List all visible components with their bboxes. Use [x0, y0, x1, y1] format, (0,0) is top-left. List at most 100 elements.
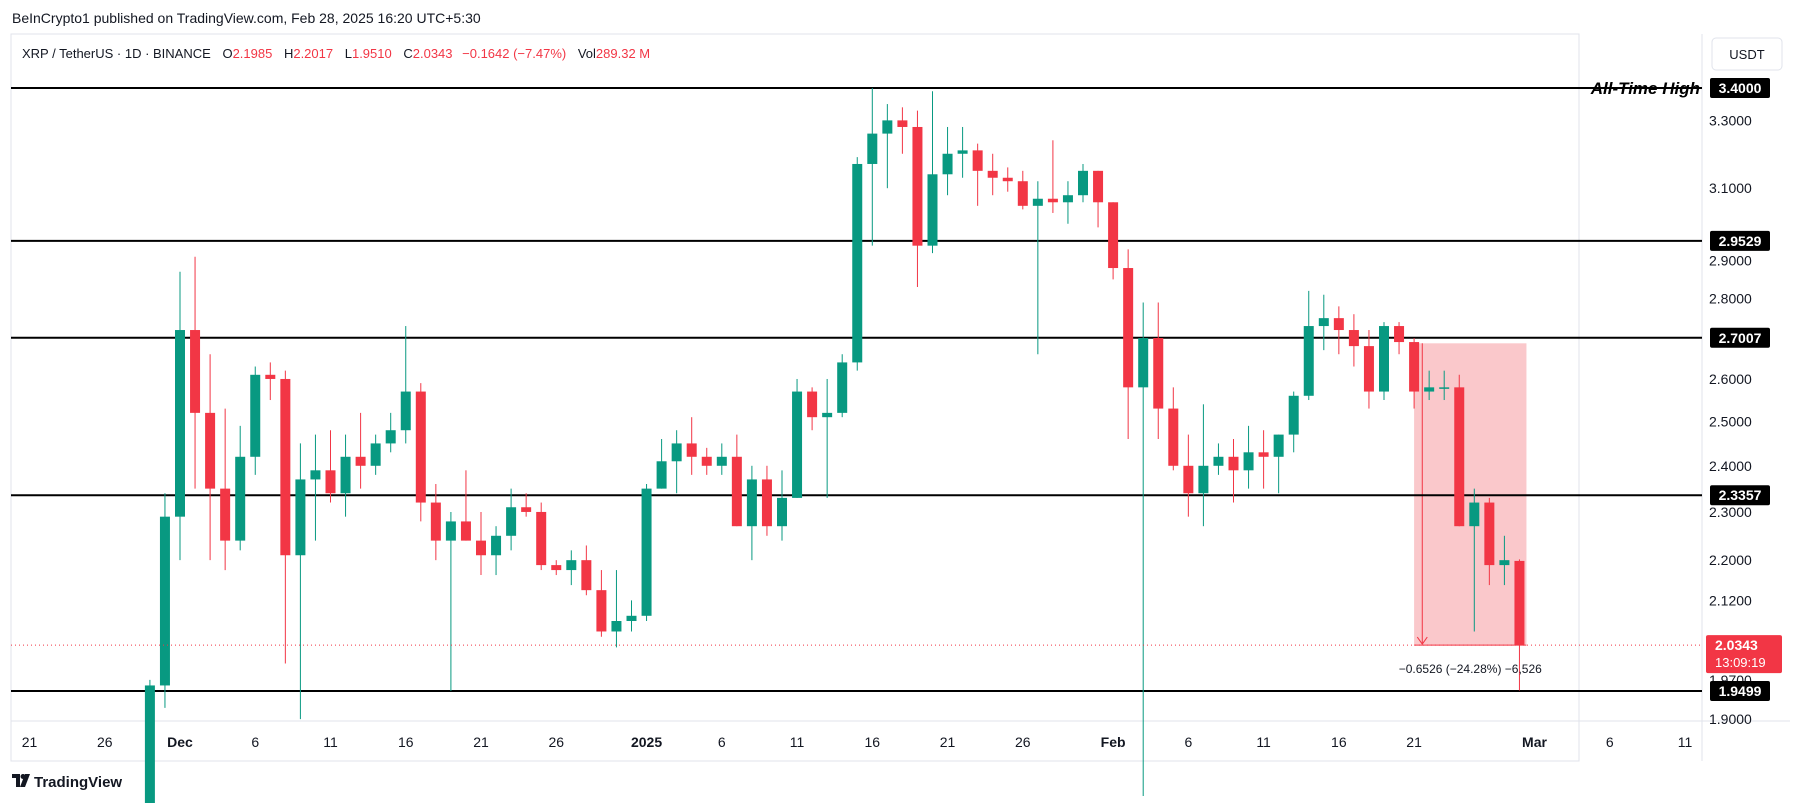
time-tick-label: 16 [1331, 734, 1347, 750]
candle-body [656, 461, 667, 489]
tradingview-logo-icon [12, 774, 30, 787]
candles [144, 88, 1525, 808]
candle-body [536, 511, 547, 566]
candle-body [1424, 387, 1435, 392]
candle-body [957, 150, 968, 154]
candle-body [430, 502, 441, 541]
candle-body [626, 615, 637, 621]
candle-body [1062, 195, 1073, 203]
candle-body [1198, 465, 1209, 494]
currency-button-label[interactable]: USDT [1729, 47, 1764, 62]
candle-body [175, 330, 185, 517]
measure-label: −0.6526 (−24.28%) −6,526 [1399, 662, 1542, 676]
publisher-line: BeInCrypto1 published on TradingView.com… [12, 10, 481, 26]
candle-body [1078, 170, 1088, 196]
candle-body [972, 150, 983, 171]
candle-body [822, 412, 833, 418]
time-tick-label: 6 [251, 734, 259, 750]
tradingview-logo[interactable]: TradingView [12, 774, 122, 791]
level-tag-bg [1710, 230, 1770, 251]
candle-body [491, 535, 502, 556]
candle-body [1108, 202, 1119, 269]
currency-button-bg[interactable] [1711, 37, 1783, 71]
candle-body [1454, 387, 1465, 527]
high-value: 2.2017 [293, 46, 333, 61]
high-label: H [284, 46, 293, 61]
candle-body [415, 391, 426, 503]
candle-body [761, 479, 772, 527]
candle-body [340, 456, 351, 494]
level-tags: 3.4000 2.9529 2.7007 2.3357 1.9499 [1710, 78, 1770, 702]
level-tag-value: 1.9499 [1719, 683, 1762, 699]
price-scale[interactable]: 1.90001.97002.12002.20002.30002.40002.50… [1709, 112, 1752, 727]
candle-body [1348, 330, 1359, 347]
close-value: 2.0343 [413, 46, 453, 61]
candle-body [927, 174, 938, 246]
candle-body [1303, 326, 1314, 396]
candle-body [144, 685, 155, 808]
time-tick-label: 6 [1184, 734, 1192, 750]
candle-body [1409, 342, 1420, 392]
candle-body [1183, 465, 1194, 494]
measure-box[interactable] [1414, 343, 1527, 646]
price-tick-label: 2.1200 [1709, 592, 1752, 608]
candle-body [1499, 560, 1510, 566]
level-tag-bg [1710, 485, 1770, 506]
candle-body [295, 479, 306, 556]
candle-body [1484, 502, 1495, 566]
candle-body [807, 391, 818, 418]
candle-body [1439, 387, 1450, 389]
time-tick-label: Dec [167, 734, 193, 750]
open-value: 2.1985 [233, 46, 273, 61]
time-tick-label: 6 [1606, 734, 1614, 750]
currency-button[interactable]: USDT [1711, 37, 1783, 71]
open-label: O [222, 46, 232, 61]
candle-body [476, 540, 486, 556]
candle-body [731, 456, 742, 527]
price-tick-label: 2.2000 [1709, 552, 1752, 568]
candle-body [1333, 318, 1344, 331]
price-tick-label: 2.8000 [1709, 291, 1752, 307]
candle-body [400, 391, 411, 431]
candle-body [882, 120, 893, 134]
symbol-name: XRP / TetherUS · 1D · BINANCE [22, 46, 211, 61]
time-tick-label: Mar [1522, 734, 1547, 750]
candle-body [1168, 408, 1179, 466]
candle-body [1258, 452, 1269, 457]
time-tick-label: 21 [1406, 734, 1422, 750]
candle-body [250, 374, 261, 457]
candle-body [1093, 170, 1104, 203]
candle-body [355, 456, 366, 466]
time-scale[interactable]: 21 26 Dec 6 11 16 21 26 2025 6 11 16 21 26 Feb 6 11 16 21 M… [22, 734, 1693, 750]
price-tick-label: 2.5000 [1709, 414, 1752, 430]
candle-body [1243, 452, 1254, 471]
candle-body [746, 479, 757, 527]
candle-body [190, 330, 201, 413]
level-tag-value: 2.7007 [1719, 330, 1762, 346]
measure-box-group[interactable] [1414, 343, 1527, 646]
candle-body [1047, 198, 1058, 203]
price-tick-label: 3.1000 [1709, 180, 1752, 196]
candle-body [445, 521, 456, 541]
candle-body [686, 443, 697, 457]
candle-body [912, 126, 923, 246]
candle-body [566, 560, 577, 571]
time-tick-label: 21 [22, 734, 38, 750]
candle-body [1213, 456, 1224, 466]
time-tick-label: 6 [718, 734, 726, 750]
price-tick-label: 2.4000 [1709, 458, 1752, 474]
candle-body [310, 470, 321, 480]
low-value: 1.9510 [352, 46, 392, 61]
symbol-legend: XRP / TetherUS · 1D · BINANCE O2.1985 H2… [22, 46, 650, 61]
current-price-value: 2.0343 [1715, 637, 1758, 653]
candle-body [235, 456, 246, 541]
candle-body [777, 497, 787, 527]
time-tick-label: 11 [1256, 734, 1271, 750]
candle-body [1394, 326, 1405, 343]
candle-body [611, 620, 622, 632]
candle-body [325, 470, 336, 494]
candle-body [1032, 198, 1043, 206]
time-tick-label: Feb [1101, 734, 1126, 750]
candle-body [1002, 177, 1013, 182]
